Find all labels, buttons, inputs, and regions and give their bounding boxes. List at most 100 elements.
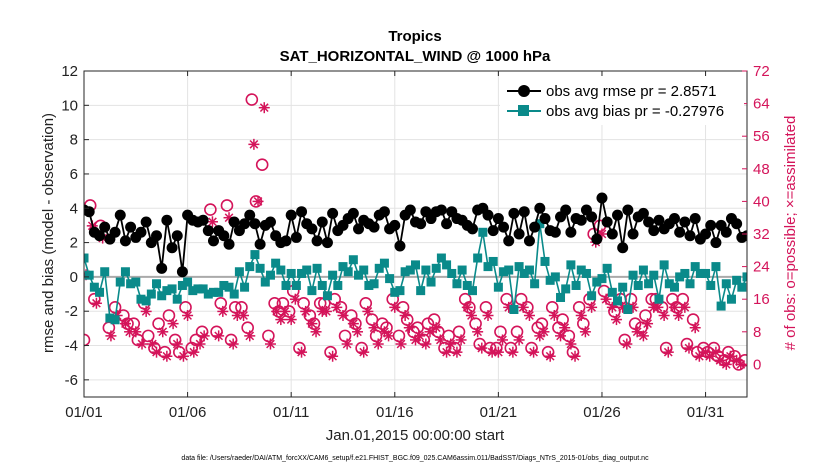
- count-assimilated-point: [497, 334, 509, 346]
- count-possible-point: [255, 158, 269, 172]
- rmse-point: [264, 216, 276, 228]
- count-possible-point: [262, 329, 275, 343]
- bias-point: [400, 267, 410, 277]
- bias-point: [338, 262, 348, 272]
- x-tick-label: 01/31: [687, 404, 725, 421]
- rmse-point: [202, 225, 214, 237]
- rmse-point: [389, 219, 401, 231]
- rmse-point: [601, 216, 613, 228]
- count-assimilated-point: [555, 330, 567, 342]
- count-assimilated-point: [403, 322, 415, 334]
- bias-point: [411, 260, 420, 270]
- rmse-point: [415, 218, 427, 230]
- bias-point: [638, 265, 648, 275]
- bias-point: [519, 268, 529, 278]
- bias-point: [286, 268, 296, 278]
- y-tick-label: -4: [65, 338, 78, 355]
- bias-point: [592, 277, 602, 287]
- count-assimilated-point: [637, 330, 649, 342]
- rmse-point: [804, 215, 815, 226]
- count-assimilated-point: [538, 326, 550, 338]
- rmse-point: [161, 214, 173, 226]
- rmse-point: [466, 223, 478, 235]
- x-tick-label: 01/11: [273, 404, 309, 421]
- count-possible-point: [189, 333, 203, 347]
- count-possible-point: [214, 296, 228, 310]
- count-assimilated-point: [476, 342, 488, 354]
- count-assimilated-point: [621, 338, 633, 350]
- x-axis-label: Jan.01,2015 00:00:00 start: [326, 427, 505, 444]
- count-assimilated-point: [507, 346, 519, 358]
- rmse-point: [492, 213, 504, 225]
- count-assimilated-point: [395, 338, 407, 350]
- count-assimilated-point: [517, 301, 529, 313]
- rmse-point: [627, 228, 639, 240]
- bias-point: [162, 286, 172, 296]
- bias-point: [550, 272, 560, 282]
- count-assimilated-point: [434, 334, 446, 346]
- count-assimilated-point: [157, 326, 169, 338]
- count-assimilated-point: [327, 350, 339, 362]
- rmse-point: [503, 235, 515, 247]
- bias-point: [167, 284, 177, 294]
- count-assimilated-point: [206, 216, 218, 228]
- count-assimilated-point: [679, 301, 691, 313]
- bias-point: [514, 262, 524, 272]
- bias-point: [805, 264, 814, 273]
- bias-point: [405, 265, 415, 275]
- rmse-point: [819, 218, 830, 229]
- bias-point: [431, 263, 441, 273]
- bias-point: [706, 280, 716, 290]
- count-assimilated-point: [683, 342, 695, 354]
- count-possible-point: [494, 325, 507, 339]
- tick-layer: 01/01 01/06 01/11 01/16 01/21 01/26 01/31 -6 -4 -…: [61, 63, 769, 421]
- bias-point: [421, 265, 431, 275]
- y-right-tick-label: 0: [753, 356, 761, 373]
- bias-point: [291, 280, 301, 290]
- bias-point: [152, 279, 162, 289]
- legend: obs avg rmse pr = 2.8571 obs avg bias pr…: [500, 76, 744, 125]
- bias-point: [457, 265, 467, 275]
- x-tick-label: 01/21: [480, 404, 518, 421]
- bias-point: [644, 279, 654, 289]
- count-assimilated-point: [227, 338, 239, 350]
- count-assimilated-point: [124, 326, 136, 338]
- rmse-point: [285, 209, 297, 221]
- count-assimilated-point: [306, 318, 318, 330]
- count-assimilated-point: [119, 318, 131, 330]
- rmse-point: [679, 216, 691, 228]
- bias-point: [587, 291, 597, 301]
- rmse-point: [244, 209, 256, 221]
- rmse-point: [404, 204, 416, 216]
- y-right-tick-label: 40: [753, 193, 770, 210]
- bias-point: [467, 286, 477, 296]
- rmse-point: [218, 230, 230, 242]
- rmse-point: [228, 216, 240, 228]
- rmse-point: [394, 240, 406, 252]
- rmse-point: [814, 208, 825, 219]
- series-layer: [0, 93, 830, 371]
- count-assimilated-point: [586, 301, 598, 313]
- legend-bias-label: obs avg bias pr = -0.27976: [546, 103, 724, 120]
- count-assimilated-point: [544, 350, 556, 362]
- count-possible-point: [0, 355, 6, 366]
- rmse-point: [487, 225, 499, 237]
- bias-point: [260, 277, 270, 287]
- count-possible-point: [0, 359, 6, 370]
- bias-point: [229, 289, 239, 299]
- count-assimilated-point: [358, 346, 370, 358]
- count-assimilated-point: [146, 338, 158, 350]
- count-assimilated-point: [362, 305, 374, 317]
- rmse-point: [207, 235, 219, 247]
- bias-point: [659, 260, 669, 270]
- bias-point: [726, 294, 736, 304]
- bias-point: [561, 284, 571, 294]
- bias-point: [675, 272, 685, 282]
- rmse-point: [109, 226, 121, 238]
- bias-point: [530, 279, 540, 289]
- y-tick-label: 0: [70, 269, 78, 286]
- bias-point: [618, 282, 628, 292]
- count-assimilated-point: [331, 301, 343, 313]
- bias-point: [649, 270, 659, 280]
- rmse-point: [518, 206, 530, 218]
